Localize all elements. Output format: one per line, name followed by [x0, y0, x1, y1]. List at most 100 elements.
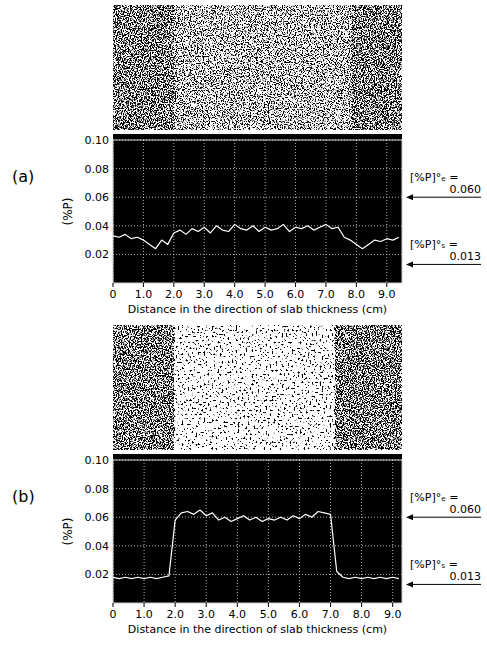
micrograph-texture: [353, 5, 402, 130]
x-grid-line: [265, 140, 266, 283]
x-tick: [113, 283, 114, 287]
x-tick: [234, 283, 235, 287]
x-tick-label: 8.0: [348, 288, 366, 301]
y-tick-label: 0.02: [85, 568, 110, 581]
y-tick-label: 0.06: [85, 511, 110, 524]
y-axis-title: (%P): [61, 197, 75, 225]
panel-label: (b): [12, 487, 35, 506]
y-tick-label: 0.08: [85, 163, 110, 176]
panel: 01.02.03.04.05.06.07.08.09.00.020.040.06…: [12, 5, 481, 316]
x-tick-label: 3.0: [197, 608, 215, 621]
y-grid-line: [113, 460, 402, 461]
x-grid-line: [144, 460, 145, 603]
panel: 01.02.03.04.05.06.07.08.09.00.020.040.06…: [12, 325, 481, 636]
annotation-value: 0.060: [450, 503, 482, 516]
x-grid-line: [330, 460, 331, 603]
x-grid-line: [356, 140, 357, 283]
y-grid-line: [113, 488, 402, 489]
x-grid-line: [206, 460, 207, 603]
micrograph-texture: [336, 325, 402, 450]
y-tick-label: 0.02: [85, 248, 110, 261]
x-tick-label: 6.0: [291, 608, 309, 621]
x-tick-label: 5.0: [260, 608, 278, 621]
y-tick-label: 0.10: [85, 134, 110, 147]
arrow-head: [406, 514, 413, 520]
annotation-arrow: [412, 264, 481, 265]
y-tick-label: 0.08: [85, 483, 110, 496]
y-tick-label: 0.06: [85, 191, 110, 204]
x-tick: [295, 283, 296, 287]
micrograph-texture: [174, 325, 336, 450]
annotation-value: 0.060: [450, 183, 482, 196]
x-grid-line: [325, 140, 326, 283]
y-grid-line: [113, 254, 402, 255]
micrograph-texture: [113, 5, 174, 130]
x-grid-line: [268, 460, 269, 603]
arrow-head: [406, 261, 413, 267]
x-grid-line: [386, 140, 387, 283]
y-tick-label: 0.10: [85, 454, 110, 467]
x-tick-label: 7.0: [322, 608, 340, 621]
x-tick-label: 9.0: [378, 288, 396, 301]
y-tick-label: 0.04: [85, 220, 110, 233]
y-grid-line: [113, 545, 402, 546]
profile-line: [113, 510, 399, 579]
x-tick: [265, 283, 266, 287]
x-tick-label: 2.0: [165, 288, 183, 301]
y-grid-line: [113, 225, 402, 226]
x-tick: [144, 603, 145, 607]
plot-background: [113, 454, 402, 603]
x-tick: [175, 603, 176, 607]
y-grid-line: [113, 140, 402, 141]
data-group: [113, 224, 399, 248]
x-tick: [206, 603, 207, 607]
x-tick-label: 7.0: [317, 288, 335, 301]
x-grid-line: [234, 140, 235, 283]
micrograph-texture: [174, 5, 353, 130]
x-tick: [392, 603, 393, 607]
x-tick-label: 0: [110, 608, 117, 621]
arrow-head: [406, 581, 413, 587]
x-tick-label: 2.0: [166, 608, 184, 621]
x-grid-line: [143, 140, 144, 283]
data-group: [113, 510, 399, 579]
x-grid-line: [295, 140, 296, 283]
x-tick-label: 3.0: [196, 288, 214, 301]
x-grid-line: [173, 140, 174, 283]
arrow-head: [406, 194, 413, 200]
x-tick-label: 1.0: [135, 608, 153, 621]
x-grid-line: [175, 460, 176, 603]
x-axis-title: Distance in the direction of slab thickn…: [128, 623, 387, 636]
profile-line: [113, 224, 399, 248]
x-axis-title: Distance in the direction of slab thickn…: [128, 303, 387, 316]
x-grid-line: [392, 460, 393, 603]
x-tick-label: 4.0: [229, 608, 247, 621]
x-tick-label: 1.0: [135, 288, 153, 301]
plot-frame: [113, 140, 402, 283]
micrograph-texture: [113, 325, 174, 450]
x-tick: [173, 283, 174, 287]
x-grid-line: [113, 140, 114, 283]
y-grid-line: [113, 197, 402, 198]
x-tick: [204, 283, 205, 287]
x-tick-label: 9.0: [384, 608, 402, 621]
x-tick-label: 8.0: [353, 608, 371, 621]
x-tick: [299, 603, 300, 607]
x-tick: [237, 603, 238, 607]
x-grid-line: [113, 460, 114, 603]
y-grid-line: [113, 168, 402, 169]
x-tick: [356, 283, 357, 287]
panel-label: (a): [12, 167, 34, 186]
x-tick: [330, 603, 331, 607]
x-grid-line: [204, 140, 205, 283]
annotation-value: 0.013: [450, 250, 482, 263]
y-axis-title: (%P): [61, 517, 75, 545]
x-tick-label: 5.0: [256, 288, 274, 301]
x-tick: [113, 603, 114, 607]
micrograph-ground: [113, 325, 402, 450]
x-tick: [361, 603, 362, 607]
micrograph-ground: [113, 5, 402, 130]
annotation-arrow: [412, 197, 481, 198]
annotation-value: 0.013: [450, 570, 482, 583]
x-tick-label: 6.0: [287, 288, 305, 301]
